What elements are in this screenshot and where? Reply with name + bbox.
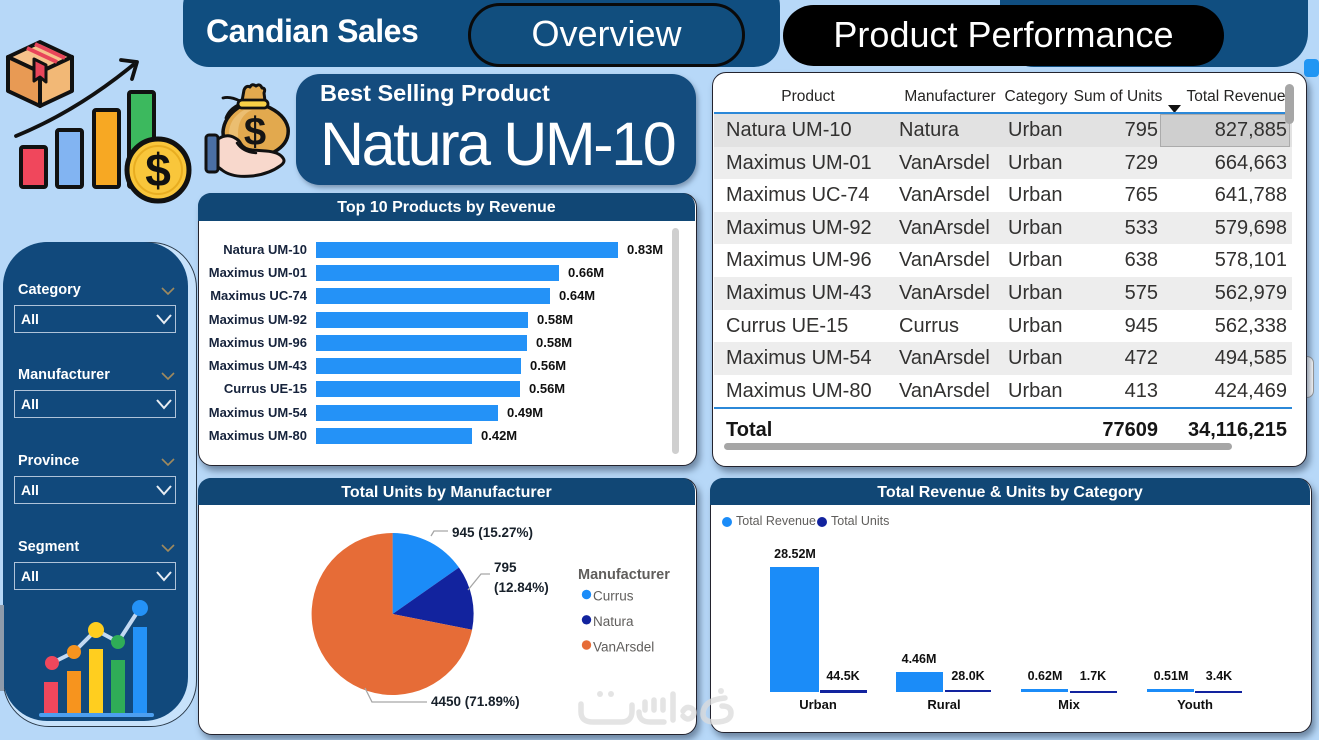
svg-text:$: $ — [244, 110, 266, 154]
svg-text:Manufacturer: Manufacturer — [578, 567, 670, 583]
svg-text:$: $ — [145, 144, 171, 196]
svg-text:945 (15.27%): 945 (15.27%) — [452, 525, 533, 540]
svg-text:Currus: Currus — [593, 589, 634, 604]
svg-text:4450 (71.89%): 4450 (71.89%) — [431, 694, 520, 709]
svg-text:VanArsdel: VanArsdel — [593, 639, 654, 654]
svg-text:(12.84%): (12.84%) — [494, 580, 549, 595]
svg-text:795: 795 — [494, 560, 517, 575]
svg-text:Natura: Natura — [593, 614, 634, 629]
